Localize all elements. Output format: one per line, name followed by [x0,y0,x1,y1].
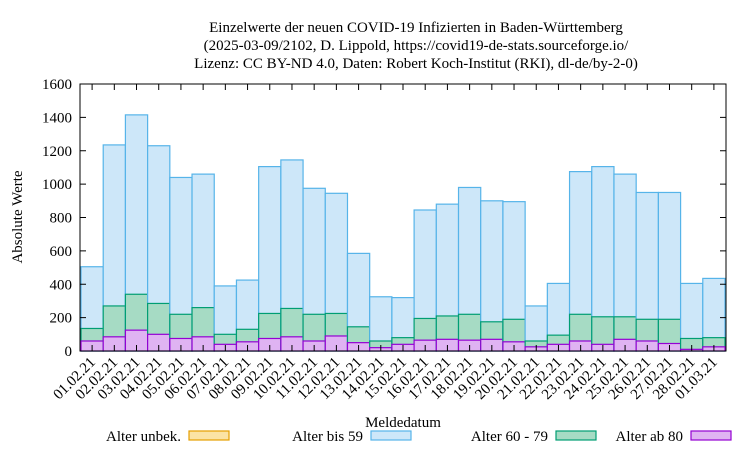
legend-swatch [188,430,230,441]
y-tick-label: 1600 [42,77,72,93]
legend-label: Alter 60 - 79 [471,429,548,445]
y-tick-label: 200 [50,311,73,327]
y-tick-label: 800 [50,211,73,227]
plot-frame [79,83,727,352]
y-tick-label: 1400 [42,110,72,126]
y-tick-label: 1200 [42,144,72,160]
legend-swatch [555,430,597,441]
y-tick-label: 1000 [42,177,72,193]
chart-title-line-3: Lizenz: CC BY-ND 4.0, Daten: Robert Koch… [194,56,638,72]
chart-title: Einzelwerte der neuen COVID-19 Infiziert… [194,20,638,72]
legend-label: Alter ab 80 [616,429,683,445]
x-axis-label: Meldedatum [365,415,441,431]
y-axis-label: Absolute Werte [10,170,26,263]
legend-label: Alter bis 59 [292,429,363,445]
bars-layer [80,114,726,352]
chart-title-line-1: Einzelwerte der neuen COVID-19 Infiziert… [209,20,623,36]
chart-title-line-2: (2025-03-09/2102, D. Lippold, https://co… [204,38,629,54]
y-tick-label: 600 [50,244,73,260]
y-tick-label: 400 [50,277,73,293]
legend-label: Alter unbek. [106,429,181,445]
legend-swatch [370,430,412,441]
legend-swatch [690,430,732,441]
y-tick-label: 0 [65,344,73,360]
legend: Alter unbek. Alter bis 59 Alter 60 - 79 Alt… [106,429,732,445]
y-axis-ticks: 0 200 400 600 800 1000 1200 1400 1600 [42,77,726,360]
